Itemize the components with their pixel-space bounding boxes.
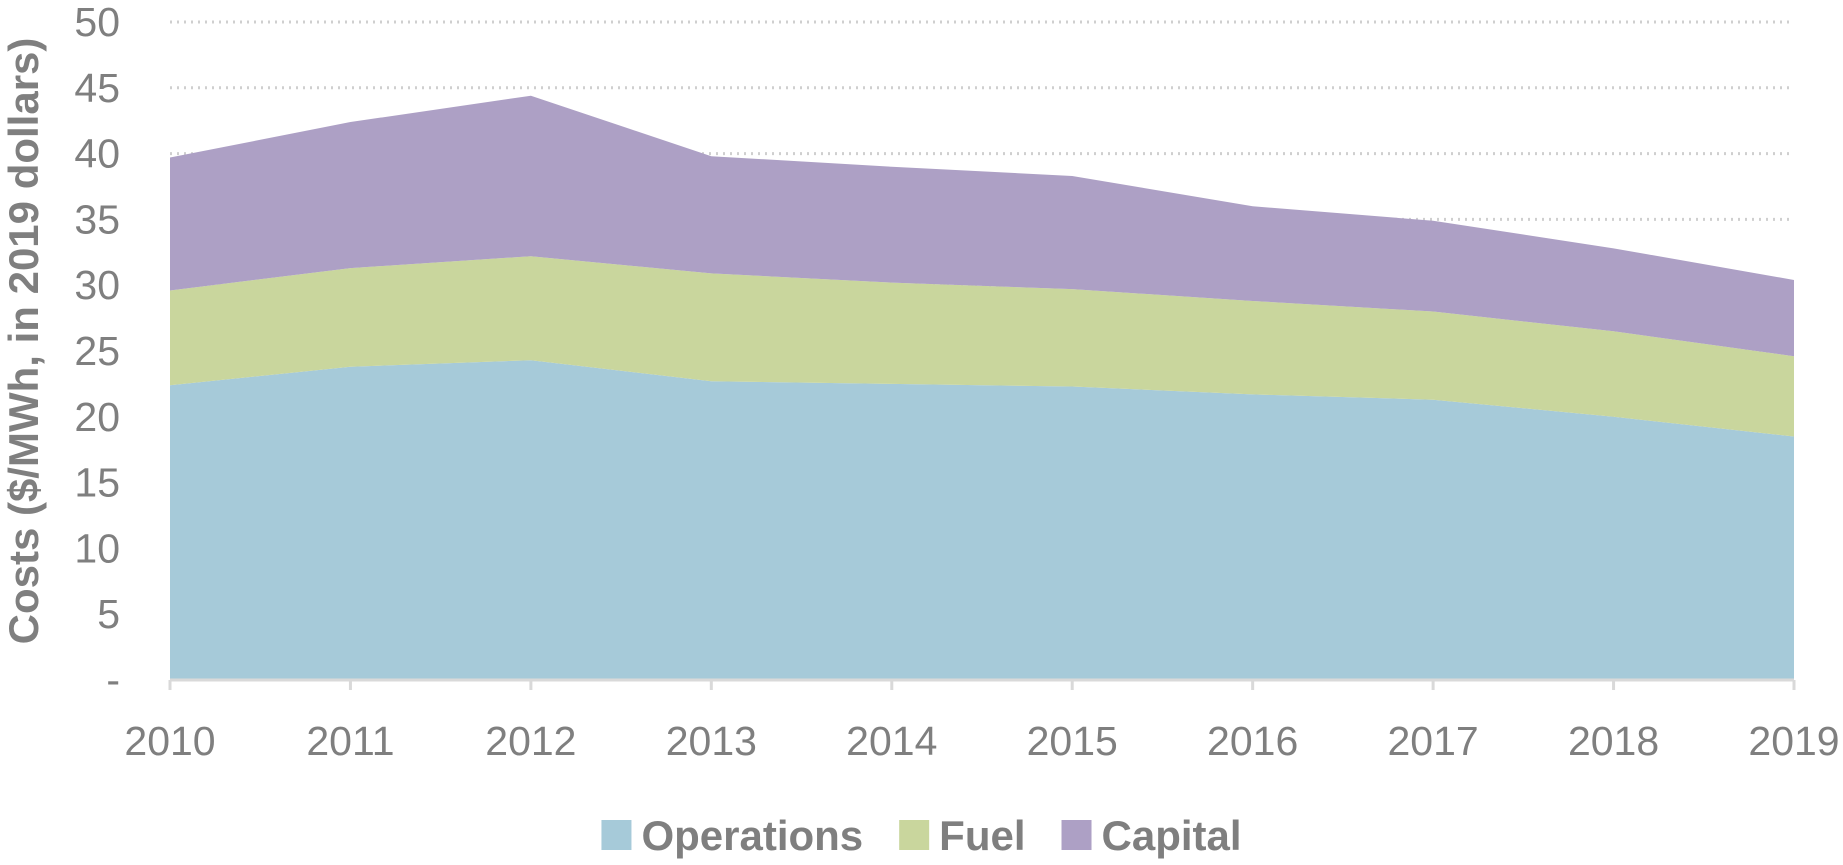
x-tick-label: 2011	[306, 718, 394, 764]
x-tick-label: 2010	[124, 718, 215, 764]
y-tick-label: 45	[74, 65, 120, 111]
y-tick-label: 40	[74, 131, 120, 177]
x-tick-label: 2019	[1748, 718, 1839, 764]
y-tick-label: 20	[74, 394, 120, 440]
y-tick-label: 30	[74, 262, 120, 308]
legend-label: Capital	[1102, 812, 1242, 859]
legend-item-fuel: Fuel	[899, 812, 1026, 859]
legend-swatch	[899, 820, 930, 850]
plot-areas	[170, 95, 1794, 680]
x-tick-label: 2015	[1027, 718, 1118, 764]
y-tick-label: 25	[74, 328, 120, 374]
legend: Operations Fuel Capital	[601, 812, 1242, 859]
x-tick-label: 2012	[485, 718, 576, 764]
x-tick-label: 2016	[1207, 718, 1298, 764]
legend-label: Operations	[641, 812, 863, 859]
x-tick-label: 2017	[1388, 718, 1479, 764]
legend-swatch	[601, 820, 632, 850]
y-tick-label: 5	[97, 591, 120, 637]
legend-label: Fuel	[939, 812, 1025, 859]
area-fuel	[170, 256, 1794, 437]
y-axis-tick-labels: - 5 10 15 20 25 30 35 40 45 50	[74, 0, 120, 703]
y-tick-label: -	[106, 657, 120, 703]
area-capital	[170, 95, 1794, 357]
legend-item-operations: Operations	[601, 812, 863, 859]
y-axis-title: Costs ($/MWh, in 2019 dollars)	[0, 38, 47, 645]
x-tick-label: 2013	[666, 718, 757, 764]
y-tick-label: 35	[74, 196, 120, 242]
area-operations	[170, 360, 1794, 680]
x-axis-tick-labels: 2010 2011 2012 2013 2014 2015 2016 2017 2018 2019	[124, 718, 1839, 764]
x-tick-label: 2014	[846, 718, 937, 764]
legend-item-capital: Capital	[1061, 812, 1242, 859]
legend-swatch	[1061, 820, 1092, 850]
x-axis	[168, 678, 1796, 690]
x-tick-label: 2018	[1568, 718, 1659, 764]
y-tick-label: 10	[74, 525, 120, 571]
y-tick-label: 50	[74, 0, 120, 45]
y-tick-label: 15	[74, 460, 120, 506]
